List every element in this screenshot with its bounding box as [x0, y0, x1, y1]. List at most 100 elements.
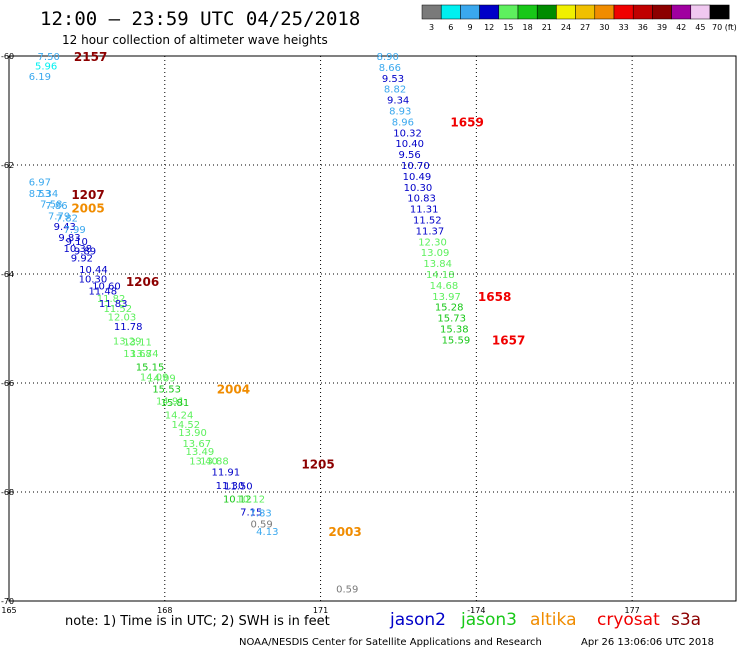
x-tick-label: 165 [1, 606, 16, 615]
wave-height-point: 13.84 [423, 259, 452, 270]
pass-time-label: 1659 [450, 115, 483, 129]
colorbar-swatch [460, 4, 480, 20]
wave-height-point: 15.53 [152, 384, 181, 395]
wave-height-point: 6.97 [29, 177, 51, 188]
wave-height-point: 7.82 [56, 213, 78, 224]
wave-height-point: 12.30 [418, 237, 447, 248]
y-tick-label: -66 [1, 379, 14, 388]
pass-time-label: 2003 [328, 525, 361, 539]
colorbar-swatch [479, 4, 500, 20]
wave-height-point: 14.52 [172, 420, 201, 431]
wave-height-point: 13.67 [182, 439, 211, 450]
wave-height-point: 11.52 [104, 304, 133, 315]
wave-height-point: 8.82 [384, 85, 406, 96]
wave-height-point: 10.40 [395, 139, 424, 150]
x-tick-label: -174 [467, 606, 485, 615]
wave-height-point: 11.31 [410, 205, 439, 216]
wave-height-point: 10.83 [407, 194, 436, 205]
footer-timestamp: Apr 26 13:06:06 UTC 2018 [581, 637, 714, 648]
wave-height-point: 14.09 [147, 374, 176, 385]
pass-time-label: 1657 [492, 333, 525, 347]
footer-credit: NOAA/NESDIS Center for Satellite Applica… [239, 637, 542, 648]
wave-height-point: 15.15 [136, 363, 165, 374]
x-tick-label: 168 [157, 606, 172, 615]
colorbar-swatch [421, 4, 442, 20]
wave-height-point: 10.38 [64, 244, 93, 255]
y-tick-label: -62 [1, 161, 14, 170]
wave-height-point: 9.10 [66, 237, 88, 248]
colorbar-swatch [575, 4, 596, 20]
wave-height-point: 11.91 [212, 467, 241, 478]
colorbar-label: 6 [448, 23, 453, 32]
colorbar-swatch [613, 4, 634, 20]
pass-time-label: 1207 [71, 188, 104, 202]
colorbar-swatch [536, 4, 557, 20]
wave-height-point: 13.49 [186, 447, 215, 458]
wave-height-point: 14.24 [165, 411, 194, 422]
wave-height-point: 11.37 [416, 226, 445, 237]
pass-time-label: 1206 [126, 275, 159, 289]
colorbar-label: 70 (ft) [712, 23, 737, 32]
colorbar-swatch [517, 4, 538, 20]
wave-height-point: 10.12 [223, 495, 252, 506]
y-tick-label: -64 [1, 270, 14, 279]
wave-height-point: 7.15 [240, 508, 262, 519]
wave-height-point: 9.89 [74, 247, 96, 258]
wave-height-point: 9.34 [387, 96, 409, 107]
wave-height-point: 15.81 [161, 398, 190, 409]
chart-title: 12:00 — 23:59 UTC 04/25/2018 [40, 8, 360, 30]
wave-height-point: 7.34 [36, 189, 58, 200]
wave-height-point: 9.53 [382, 74, 404, 85]
colorbar-swatch [671, 4, 692, 20]
colorbar-swatch [556, 4, 576, 20]
wave-height-point: 11.83 [99, 299, 128, 310]
plot-frame [8, 55, 737, 602]
axis-ticks: 165 168 171 -174 177 -60 -62 -64 -66 -68 -70 [1, 52, 640, 615]
colorbar-label: 33 [619, 23, 629, 32]
colorbar: 3 6 9 12 15 18 21 24 27 30 33 36 39 42 45 70 (ft) [421, 4, 737, 32]
colorbar-label: 15 [503, 23, 513, 32]
wave-height-point: 6.19 [29, 72, 51, 83]
wave-height-point: 14.09 [140, 372, 169, 383]
pass-time-label: 1205 [301, 458, 334, 472]
pass-time-label: 2157 [74, 50, 107, 64]
wave-height-point: 11.48 [88, 286, 117, 297]
wave-height-point: 11.52 [413, 216, 442, 227]
colorbar-label: 3 [429, 23, 434, 32]
wave-height-point: 11.30 [216, 481, 245, 492]
colorbar-label: 18 [523, 23, 533, 32]
wave-height-point: 9.43 [54, 222, 76, 233]
wave-height-point: 8.53 [29, 189, 51, 200]
wave-height-point: 11.50 [224, 481, 253, 492]
wave-height-point: 7.86 [45, 201, 67, 212]
wave-height-point: 9.83 [58, 233, 80, 244]
satellite-legend-jason3: jason3 [460, 610, 517, 630]
satellite-legend-cryosat: cryosat [597, 610, 660, 630]
colorbar-label: 12 [484, 23, 494, 32]
x-tick-label: 177 [625, 606, 640, 615]
colorbar-label: 21 [542, 23, 552, 32]
y-tick-label: -60 [1, 52, 14, 61]
colorbar-swatch [498, 4, 519, 20]
wave-height-point: 9.56 [398, 150, 420, 161]
wave-height-point: 10.44 [79, 265, 108, 276]
satellite-legend: jason2 jason3 altika cryosat s3a [389, 610, 701, 630]
footer-note: note: 1) Time is in UTC; 2) SWH is in fe… [65, 614, 330, 629]
wave-height-point: 13.88 [200, 456, 229, 467]
colorbar-label: 45 [695, 23, 705, 32]
wave-height-point: 13.74 [130, 349, 159, 360]
wave-height-point: 8.66 [379, 63, 401, 74]
wave-height-point: 14.18 [426, 270, 455, 281]
wave-height-point: 7.50 [38, 52, 60, 63]
satellite-legend-s3a: s3a [671, 610, 701, 630]
wave-height-point: 13.40 [189, 456, 218, 467]
wave-height-point: 13.11 [123, 338, 152, 349]
x-tick-label: 171 [313, 606, 328, 615]
wave-height-point: 12.03 [108, 313, 137, 324]
wave-height-point: 15.38 [440, 325, 469, 336]
wave-height-point: 13.29 [113, 336, 142, 347]
wave-height-point: 10.70 [401, 161, 430, 172]
wave-height-point: 15.73 [437, 314, 466, 325]
